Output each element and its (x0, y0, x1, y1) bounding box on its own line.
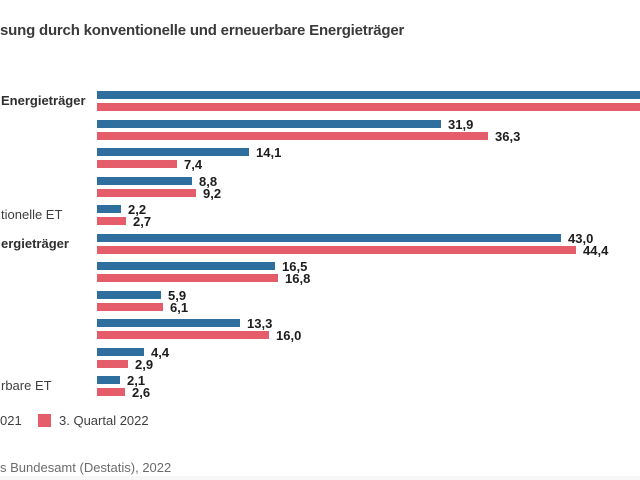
value-label-2021: 2,1 (127, 373, 146, 388)
category-label: rbare ET (1, 378, 52, 393)
bar-2022 (97, 388, 125, 396)
value-label-2021: 4,4 (151, 345, 170, 360)
value-label-2021: 5,9 (168, 288, 187, 303)
bar-2021 (97, 234, 561, 242)
value-label-2022: 2,7 (133, 214, 152, 229)
value-label-2021: 14,1 (256, 145, 282, 160)
value-label-2021: 13,3 (247, 316, 273, 331)
bottom-divider-strip (0, 476, 640, 480)
bar-2022 (97, 274, 278, 282)
chart-title: sung durch konventionelle und erneuerbar… (0, 22, 405, 39)
value-label-2021: 31,9 (448, 117, 474, 132)
bar-2021 (97, 177, 192, 185)
bar-2021 (97, 205, 121, 213)
value-label-2021: 43,0 (568, 231, 594, 246)
bar-2022 (97, 303, 163, 311)
bar-2022 (97, 217, 126, 225)
bar-2022 (97, 160, 177, 168)
bar-2021 (97, 262, 275, 270)
value-label-2022: 36,3 (495, 129, 521, 144)
value-label-2022: 2,6 (132, 385, 151, 400)
legend-item-2021-partial: 021 (0, 413, 22, 428)
category-label: Energieträger (1, 93, 86, 108)
category-label: tionelle ET (1, 207, 63, 222)
value-label-2022: 2,9 (135, 357, 154, 372)
legend-swatch-2022 (38, 414, 51, 427)
bar-2021 (97, 348, 144, 356)
bar-2021 (97, 91, 640, 99)
bar-2022 (97, 189, 196, 197)
bar-2022 (97, 132, 488, 140)
bar-2022 (97, 360, 128, 368)
value-label-2022: 44,4 (583, 243, 609, 258)
legend-item-2022-label: 3. Quartal 2022 (59, 413, 149, 428)
bar-2022 (97, 103, 640, 111)
bar-2021 (97, 319, 240, 327)
source-note: s Bundesamt (Destatis), 2022 (0, 460, 172, 475)
value-label-2022: 6,1 (170, 300, 189, 315)
category-label: ergieträger (1, 236, 69, 251)
bar-2022 (97, 331, 269, 339)
bar-2021 (97, 120, 441, 128)
value-label-2021: 16,5 (282, 259, 308, 274)
bar-2022 (97, 246, 576, 254)
value-label-2021: 8,8 (199, 174, 218, 189)
value-label-2021: 2,2 (128, 202, 147, 217)
bar-2021 (97, 291, 161, 299)
value-label-2022: 7,4 (184, 157, 203, 172)
value-label-2022: 9,2 (203, 186, 222, 201)
chart-legend: 021 3. Quartal 2022 (0, 412, 640, 430)
bar-2021 (97, 148, 249, 156)
bar-2021 (97, 376, 120, 384)
value-label-2022: 16,0 (276, 328, 302, 343)
value-label-2022: 16,8 (285, 271, 311, 286)
